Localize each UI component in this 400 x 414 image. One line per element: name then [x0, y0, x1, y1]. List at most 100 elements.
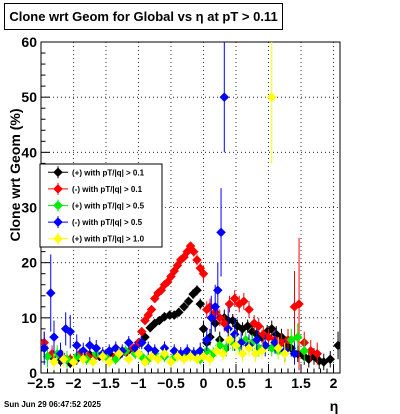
y-tick-label: 40 — [21, 144, 37, 160]
y-tick-label: 30 — [21, 200, 37, 216]
data-point — [58, 354, 69, 365]
data-point — [71, 340, 82, 351]
x-axis-title: η — [330, 398, 339, 414]
data-point — [159, 348, 170, 359]
x-tick-label: 0.5 — [226, 375, 246, 391]
x-tick-label: −1 — [131, 375, 147, 391]
data-point — [237, 348, 248, 359]
legend-label: (-) with pT/|q| > 0.1 — [72, 185, 143, 194]
data-point — [192, 285, 202, 296]
data-point — [253, 321, 264, 331]
data-point — [192, 255, 202, 265]
legend: (+) with pT/|q| > 0.1 (-) with pT/|q| > 0… — [39, 163, 163, 248]
chart-title: Clone wrt Geom for Global vs η at pT > 0… — [9, 9, 278, 24]
data-point — [140, 357, 150, 367]
data-point — [279, 348, 290, 359]
x-tick-label: 2 — [330, 375, 338, 391]
data-point — [153, 354, 163, 365]
x-tick-label: −2 — [66, 375, 82, 391]
data-point — [210, 301, 221, 312]
data-point — [104, 357, 115, 367]
data-point — [333, 340, 340, 351]
y-tick-label: 50 — [21, 89, 37, 105]
data-point — [266, 92, 277, 103]
x-tick-label: 1 — [265, 375, 273, 391]
data-point — [97, 351, 108, 362]
data-point — [219, 92, 230, 103]
y-tick-label: 20 — [21, 255, 37, 271]
data-point — [266, 324, 277, 334]
x-tick-label: 1.5 — [291, 375, 311, 391]
data-point — [212, 285, 223, 296]
data-point — [65, 326, 76, 337]
y-axis-title: Clone wrt Geom (%) — [7, 108, 23, 241]
data-point — [219, 318, 230, 329]
data-point — [114, 348, 124, 359]
data-point — [292, 332, 303, 342]
data-point — [198, 324, 209, 334]
y-tick-label: 60 — [21, 34, 37, 50]
data-point — [206, 312, 217, 323]
legend-marker — [53, 233, 63, 244]
data-point — [223, 324, 234, 334]
data-point — [244, 304, 254, 315]
data-point — [216, 227, 226, 238]
data-point — [229, 329, 240, 340]
data-point — [312, 348, 323, 359]
data-point — [78, 354, 89, 365]
data-point — [41, 343, 50, 354]
legend-marker — [53, 167, 63, 178]
data-point — [173, 307, 184, 318]
timestamp: Sun Jun 29 06:47:52 2025 — [4, 400, 101, 409]
data-point — [231, 340, 241, 351]
y-tick-label: 10 — [21, 310, 37, 326]
data-point — [238, 296, 249, 307]
legend-label: (-) with pT/|q| > 0.5 — [72, 218, 143, 227]
legend-marker — [53, 217, 63, 227]
axis-ticks — [40, 41, 341, 374]
title-box: Clone wrt Geom for Global vs η at pT > 0… — [4, 3, 283, 30]
data-point — [224, 299, 235, 309]
data-point — [166, 357, 176, 367]
data-point — [49, 332, 59, 342]
data-point — [201, 335, 212, 345]
y-tick-label: 0 — [29, 365, 37, 381]
series-1 — [41, 237, 323, 371]
data-point — [257, 346, 267, 356]
legend-label: (+) with pT/|q| > 0.5 — [72, 202, 145, 211]
data-point — [229, 293, 240, 304]
data-point — [289, 348, 300, 359]
data-point — [294, 299, 304, 309]
data-point — [218, 348, 228, 359]
x-tick-label: 0 — [200, 375, 208, 391]
data-point — [188, 246, 199, 257]
data-series — [41, 42, 340, 371]
series-4 — [49, 42, 290, 371]
data-point — [49, 357, 59, 367]
data-point — [91, 343, 102, 354]
x-tick-label: −1.5 — [92, 375, 120, 391]
data-point — [249, 318, 260, 329]
data-point — [325, 354, 336, 365]
data-point — [205, 354, 215, 365]
data-point — [68, 357, 79, 367]
x-tick-label: −2.5 — [27, 375, 55, 391]
data-point — [198, 268, 209, 279]
legend-label: (+) with pT/|q| > 0.1 — [72, 168, 145, 177]
data-point — [136, 337, 147, 348]
data-point — [251, 335, 262, 345]
data-point — [123, 354, 134, 365]
data-point — [179, 301, 189, 312]
data-point — [244, 343, 254, 354]
data-point — [146, 304, 157, 315]
data-point — [224, 335, 235, 345]
legend-label: (+) with pT/|q| > 1.0 — [72, 235, 145, 244]
data-point — [183, 296, 194, 307]
legend-marker — [53, 184, 63, 194]
x-tick-label: −0.5 — [157, 375, 185, 391]
data-point — [133, 348, 144, 359]
data-point — [195, 299, 206, 309]
data-point — [273, 343, 284, 354]
